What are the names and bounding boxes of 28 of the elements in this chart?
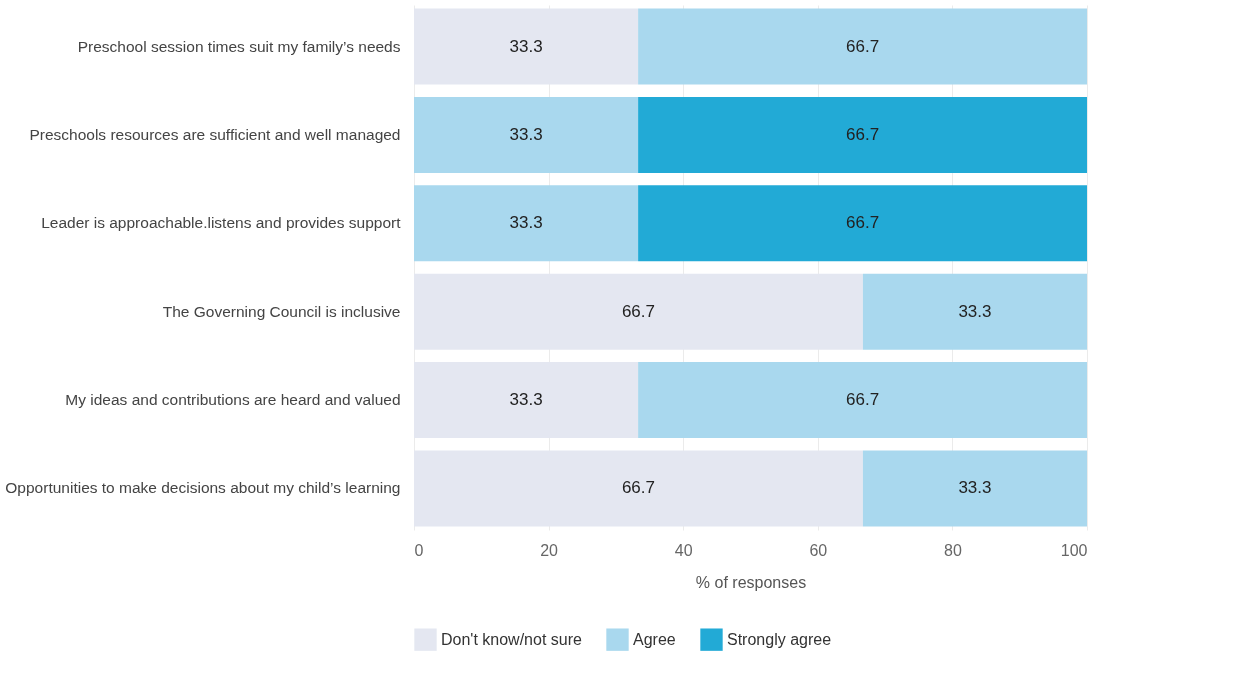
y-tick-label: The Governing Council is inclusive xyxy=(162,302,401,320)
y-tick-label: Leader is approachable.listens and provides support xyxy=(41,214,402,232)
y-tick-label: Preschools resources are sufficient and well managed xyxy=(29,125,401,143)
legend-label: Agree xyxy=(633,630,676,648)
x-tick-label: 40 xyxy=(674,541,693,559)
data-label: 33.3 xyxy=(509,36,543,56)
data-label: 66.7 xyxy=(846,213,880,233)
legend-label: Don't know/not sure xyxy=(441,630,583,648)
x-axis-title: % of responses xyxy=(695,573,807,591)
x-tick-label: 80 xyxy=(944,541,962,559)
data-label: 66.7 xyxy=(846,390,880,410)
data-label: 33.3 xyxy=(509,124,543,144)
data-label: 33.3 xyxy=(958,301,992,321)
data-label: 33.3 xyxy=(509,390,543,410)
data-label: 66.7 xyxy=(621,478,655,498)
x-tick-label: 100 xyxy=(1060,541,1088,559)
x-tick-label: 0 xyxy=(414,541,424,559)
data-label: 33.3 xyxy=(509,213,543,233)
y-tick-label: My ideas and contributions are heard and valued xyxy=(65,391,401,409)
y-tick-label: Preschool session times suit my family’s needs xyxy=(77,37,401,55)
data-label: 33.3 xyxy=(958,478,992,498)
legend-label: Strongly agree xyxy=(727,630,832,648)
data-label: 66.7 xyxy=(846,124,880,144)
x-tick-label: 60 xyxy=(809,541,828,559)
data-label: 66.7 xyxy=(846,36,880,56)
y-tick-label: Opportunities to make decisions about my child’s learning xyxy=(5,479,401,497)
data-label: 66.7 xyxy=(621,301,655,321)
x-tick-label: 20 xyxy=(540,541,559,559)
